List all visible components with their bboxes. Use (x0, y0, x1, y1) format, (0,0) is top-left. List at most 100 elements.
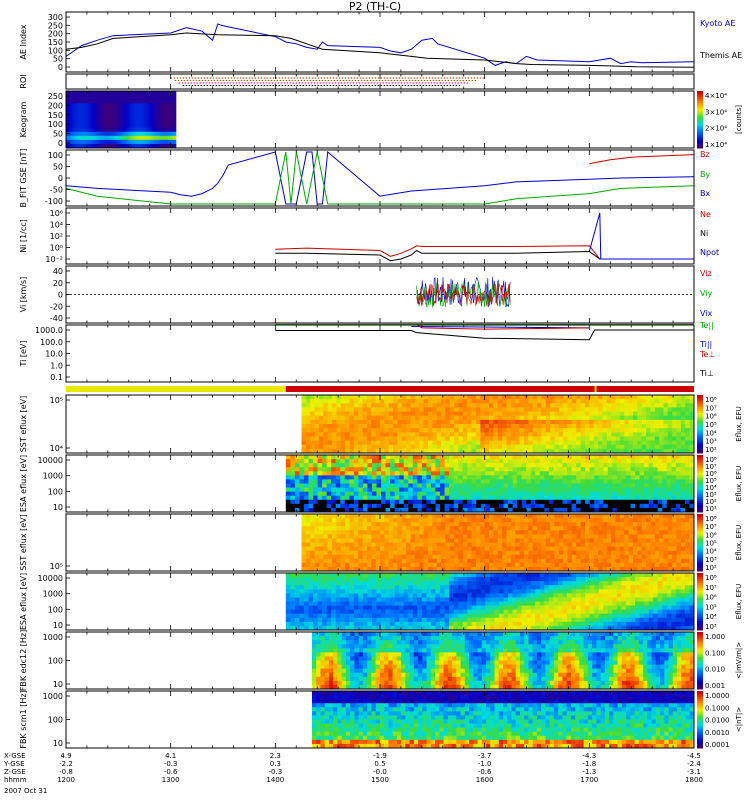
esa-spectrogram-cell (331, 467, 337, 472)
esa-spectrogram-cell (485, 483, 491, 488)
esa-spectrogram-cell (612, 487, 618, 493)
esa-spectrogram-cell (385, 507, 391, 513)
sst-spectrogram-cell (528, 411, 534, 417)
ae-series-line (65, 23, 695, 66)
sst-spectrogram-cell (676, 436, 682, 441)
sst-spectrogram-cell (336, 514, 342, 519)
esa-spectrogram-cell (648, 467, 654, 472)
keogram-cell (95, 131, 97, 137)
esa-spectrogram-cell (358, 507, 364, 513)
esa-spectrogram-cell (675, 503, 681, 509)
esa-spectrogram-cell (467, 491, 473, 497)
keogram-cell (127, 127, 129, 133)
sst-spectrogram-cell (314, 542, 320, 547)
esa-spectrogram-cell (444, 459, 450, 464)
sst-spectrogram-cell (445, 436, 451, 441)
keogram-cell (73, 95, 75, 100)
sst-spectrogram-cell (432, 419, 438, 425)
sst-spectrogram-cell (445, 407, 451, 412)
sst-spectrogram-cell (458, 432, 464, 437)
esa-spectrogram-cell (598, 463, 604, 468)
sst-spectrogram-cell (423, 399, 429, 404)
esa-spectrogram-cell (598, 455, 604, 460)
keogram-cell (169, 111, 172, 116)
keogram-cell (74, 119, 77, 124)
sst-spectrogram-cell (550, 407, 555, 412)
mode-bar-slow (66, 386, 286, 392)
esa-spectrogram-cell (503, 499, 509, 505)
keogram-cell (91, 99, 94, 104)
keogram-cell (129, 115, 132, 120)
keogram-cell (153, 131, 156, 137)
esa-spectrogram-cell (440, 467, 445, 472)
sst-spectrogram-cell (332, 428, 337, 433)
esa-spectrogram-cell (594, 459, 600, 464)
keogram-cell (128, 135, 130, 141)
keogram-cell (90, 139, 93, 145)
keogram-cell (79, 99, 82, 104)
keogram-cell (162, 119, 165, 124)
sst-spectrogram-cell (667, 407, 673, 412)
keogram-cell (152, 143, 155, 149)
esa-spectrogram-cell (480, 455, 486, 460)
keogram-cell (94, 95, 96, 100)
keogram-cell (92, 107, 95, 112)
esa-spectrogram-cell (394, 487, 400, 493)
sst-spectrogram-cell (606, 436, 612, 441)
esa-spectrogram-cell (689, 495, 695, 501)
keogram-cell (140, 135, 143, 141)
keogram-cell (128, 119, 130, 124)
esa-spectrogram-cell (412, 503, 418, 509)
sst-spectrogram-cell (541, 444, 547, 450)
keogram-cell (91, 135, 94, 141)
sst-spectrogram-cell (362, 530, 368, 535)
esa-spectrogram-cell (603, 467, 609, 472)
keogram-cell (92, 143, 95, 149)
sst-spectrogram-cell (632, 440, 638, 446)
esa-spectrogram-cell (390, 463, 396, 468)
sst-spectrogram-cell (371, 444, 377, 450)
sst-spectrogram-cell (571, 411, 577, 417)
sst-spectrogram-cell (414, 546, 420, 552)
esa-spectrogram-cell (458, 479, 464, 484)
esa-spectrogram-cell (412, 459, 418, 464)
esa-spectrogram-cell (476, 495, 482, 501)
esa-spectrogram-cell (426, 459, 432, 464)
sst-spectrogram-cell (318, 399, 324, 404)
esa-spectrogram-cell (589, 455, 595, 460)
esa-spectrogram-cell (385, 459, 391, 464)
sst-spectrogram-cell (336, 415, 342, 421)
keogram-cell (91, 95, 94, 100)
keogram-cell (174, 111, 177, 116)
sst-spectrogram-cell (375, 566, 381, 572)
esa-spectrogram-cell (571, 459, 577, 464)
sst-spectrogram-cell (310, 419, 315, 425)
sst-spectrogram-cell (336, 566, 342, 572)
sst-spectrogram-cell (419, 530, 425, 535)
esa-spectrogram-cell (689, 487, 695, 493)
sst-spectrogram-cell (301, 432, 307, 437)
esa-spectrogram-cell (503, 487, 509, 493)
sst-spectrogram-cell (506, 399, 512, 404)
esa-spectrogram-cell (639, 475, 645, 480)
colorbar-cell (697, 474, 703, 477)
esa-spectrogram-cell (340, 487, 346, 493)
keogram-cell (173, 107, 176, 112)
esa-spectrogram-cell (517, 499, 523, 505)
keogram-cell (109, 123, 112, 129)
sst-spectrogram-cell (340, 514, 346, 519)
sst-spectrogram-cell (541, 403, 547, 408)
keogram-cell (86, 111, 89, 116)
esa-spectrogram-cell (367, 499, 373, 505)
bfit-series-line (65, 151, 695, 205)
sst-spectrogram-cell (419, 407, 425, 412)
esa-spectrogram-cell (671, 491, 677, 497)
keogram-cell (98, 123, 101, 129)
keogram-cell (78, 111, 80, 116)
esa-spectrogram-cell (576, 495, 582, 501)
sst-spectrogram-cell (471, 415, 477, 421)
keogram-cell (94, 123, 96, 129)
esa-spectrogram-cell (680, 475, 686, 480)
sst-spectrogram-cell (637, 444, 643, 450)
esa-spectrogram-cell (412, 487, 418, 493)
